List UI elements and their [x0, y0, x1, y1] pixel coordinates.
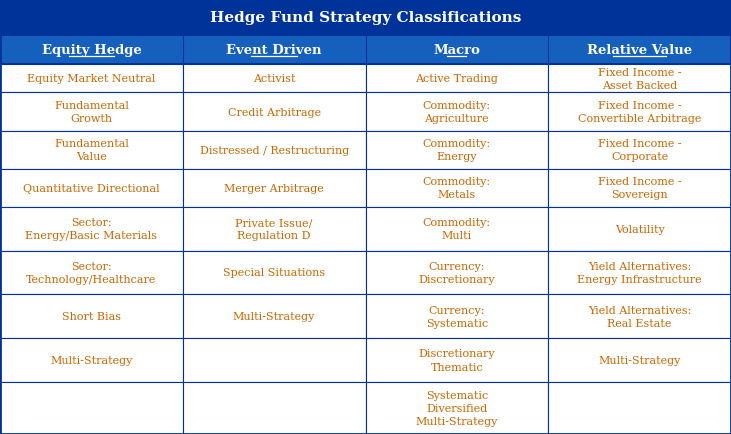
Text: Credit Arbitrage: Credit Arbitrage	[227, 107, 321, 117]
FancyBboxPatch shape	[183, 251, 366, 295]
Text: Currency:
Discretionary: Currency: Discretionary	[419, 261, 495, 284]
Text: Discretionary
Thematic: Discretionary Thematic	[419, 349, 495, 372]
FancyBboxPatch shape	[366, 131, 548, 169]
FancyBboxPatch shape	[0, 382, 183, 434]
FancyBboxPatch shape	[366, 65, 548, 93]
FancyBboxPatch shape	[183, 207, 366, 251]
FancyBboxPatch shape	[183, 65, 366, 93]
FancyBboxPatch shape	[548, 65, 731, 93]
Text: Private Issue/
Regulation D: Private Issue/ Regulation D	[235, 217, 313, 241]
Text: Fixed Income -
Convertible Arbitrage: Fixed Income - Convertible Arbitrage	[578, 101, 701, 124]
FancyBboxPatch shape	[183, 93, 366, 131]
FancyBboxPatch shape	[366, 382, 548, 434]
Text: Commodity:
Multi: Commodity: Multi	[423, 217, 491, 241]
Text: Equity Market Neutral: Equity Market Neutral	[27, 74, 156, 84]
Text: Commodity:
Metals: Commodity: Metals	[423, 177, 491, 200]
FancyBboxPatch shape	[183, 338, 366, 382]
Text: Volatility: Volatility	[615, 224, 664, 234]
FancyBboxPatch shape	[0, 36, 731, 65]
FancyBboxPatch shape	[0, 251, 183, 295]
Text: Relative Value: Relative Value	[587, 44, 692, 57]
FancyBboxPatch shape	[0, 295, 183, 338]
Text: Yield Alternatives:
Energy Infrastructure: Yield Alternatives: Energy Infrastructur…	[577, 261, 702, 284]
FancyBboxPatch shape	[366, 207, 548, 251]
Text: Sector:
Technology/Healthcare: Sector: Technology/Healthcare	[26, 261, 156, 284]
Text: Short Bias: Short Bias	[62, 312, 121, 322]
Text: Active Trading: Active Trading	[415, 74, 499, 84]
Text: Event Driven: Event Driven	[227, 44, 322, 57]
FancyBboxPatch shape	[0, 131, 183, 169]
Text: Sector:
Energy/Basic Materials: Sector: Energy/Basic Materials	[26, 217, 157, 241]
FancyBboxPatch shape	[0, 169, 183, 207]
FancyBboxPatch shape	[183, 295, 366, 338]
Text: Fixed Income -
Corporate: Fixed Income - Corporate	[598, 139, 681, 162]
FancyBboxPatch shape	[548, 295, 731, 338]
FancyBboxPatch shape	[183, 382, 366, 434]
Text: Multi-Strategy: Multi-Strategy	[50, 355, 132, 365]
Text: Fixed Income -
Sovereign: Fixed Income - Sovereign	[598, 177, 681, 200]
Text: Systematic
Diversified
Multi-Strategy: Systematic Diversified Multi-Strategy	[416, 390, 498, 426]
FancyBboxPatch shape	[366, 338, 548, 382]
Text: Distressed / Restructuring: Distressed / Restructuring	[200, 145, 349, 155]
FancyBboxPatch shape	[548, 251, 731, 295]
Text: Fundamental
Value: Fundamental Value	[54, 139, 129, 162]
Text: Macro: Macro	[433, 44, 480, 57]
Text: Commodity:
Agriculture: Commodity: Agriculture	[423, 101, 491, 124]
Text: Hedge Fund Strategy Classifications: Hedge Fund Strategy Classifications	[210, 11, 521, 25]
Text: Activist: Activist	[253, 74, 295, 84]
FancyBboxPatch shape	[366, 93, 548, 131]
FancyBboxPatch shape	[183, 169, 366, 207]
FancyBboxPatch shape	[366, 251, 548, 295]
FancyBboxPatch shape	[548, 338, 731, 382]
FancyBboxPatch shape	[366, 169, 548, 207]
Text: Merger Arbitrage: Merger Arbitrage	[224, 183, 324, 193]
FancyBboxPatch shape	[0, 207, 183, 251]
FancyBboxPatch shape	[0, 338, 183, 382]
Text: Equity Hedge: Equity Hedge	[42, 44, 141, 57]
FancyBboxPatch shape	[548, 207, 731, 251]
FancyBboxPatch shape	[548, 131, 731, 169]
Text: Special Situations: Special Situations	[223, 268, 325, 278]
Text: Multi-Strategy: Multi-Strategy	[599, 355, 681, 365]
FancyBboxPatch shape	[548, 169, 731, 207]
FancyBboxPatch shape	[0, 0, 731, 36]
FancyBboxPatch shape	[0, 65, 183, 93]
Text: Commodity:
Energy: Commodity: Energy	[423, 139, 491, 162]
FancyBboxPatch shape	[366, 295, 548, 338]
Text: Yield Alternatives:
Real Estate: Yield Alternatives: Real Estate	[588, 305, 692, 328]
Text: Currency:
Systematic: Currency: Systematic	[425, 305, 488, 328]
Text: Quantitative Directional: Quantitative Directional	[23, 183, 159, 193]
FancyBboxPatch shape	[548, 382, 731, 434]
FancyBboxPatch shape	[548, 93, 731, 131]
FancyBboxPatch shape	[0, 93, 183, 131]
Text: Fundamental
Growth: Fundamental Growth	[54, 101, 129, 124]
Text: Fixed Income -
Asset Backed: Fixed Income - Asset Backed	[598, 68, 681, 91]
FancyBboxPatch shape	[183, 131, 366, 169]
Text: Multi-Strategy: Multi-Strategy	[233, 312, 315, 322]
